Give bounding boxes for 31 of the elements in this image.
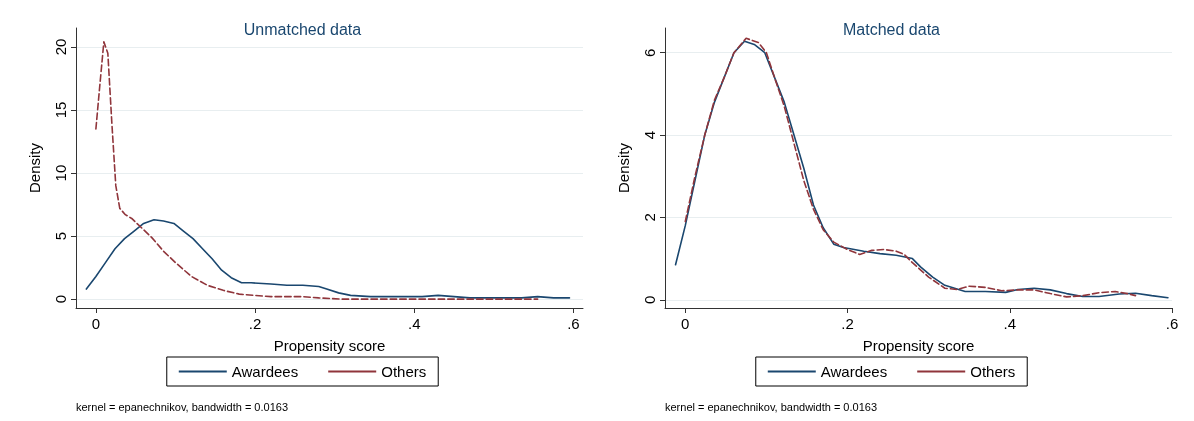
y-tick-label: 15 (52, 101, 69, 119)
x-axis-title: Propensity score (273, 337, 386, 354)
y-tick-label: 6 (641, 48, 658, 57)
x-tick-label: .4 (1003, 315, 1017, 332)
x-tick-label: .2 (248, 315, 262, 332)
x-tick-label: 0 (91, 315, 101, 332)
x-tick-label: .4 (408, 315, 421, 332)
y-tick-label: 2 (641, 213, 658, 222)
y-axis-title: Density (615, 142, 632, 194)
y-tick-label: 10 (52, 164, 69, 182)
x-tick-label: .6 (1165, 315, 1179, 332)
legend-label: Others (381, 363, 427, 380)
x-axis-title: Propensity score (862, 337, 975, 354)
y-tick-label: 4 (641, 130, 658, 140)
legend-label: Awardees (820, 363, 888, 380)
text: kernel = epanechnikov, bandwidth = 0.0163 (76, 400, 289, 413)
chart-title: Unmatched data (243, 20, 362, 38)
legend-label: Awardees (231, 363, 299, 380)
y-tick-label: 20 (52, 38, 69, 56)
line-series (95, 41, 539, 300)
y-tick-label: 0 (641, 295, 658, 304)
y-axis-title: Density (26, 142, 43, 194)
chart-title: Matched data (843, 20, 941, 38)
text: kernel = epanechnikov, bandwidth = 0.0163 (665, 400, 878, 413)
y-tick-label: 0 (52, 295, 69, 304)
legend-label: Others (970, 363, 1016, 380)
x-tick-label: 0 (681, 315, 690, 332)
line-series (85, 218, 571, 299)
y-tick-label: 5 (52, 231, 69, 241)
x-tick-label: .6 (567, 315, 580, 332)
x-tick-label: .2 (841, 315, 854, 332)
